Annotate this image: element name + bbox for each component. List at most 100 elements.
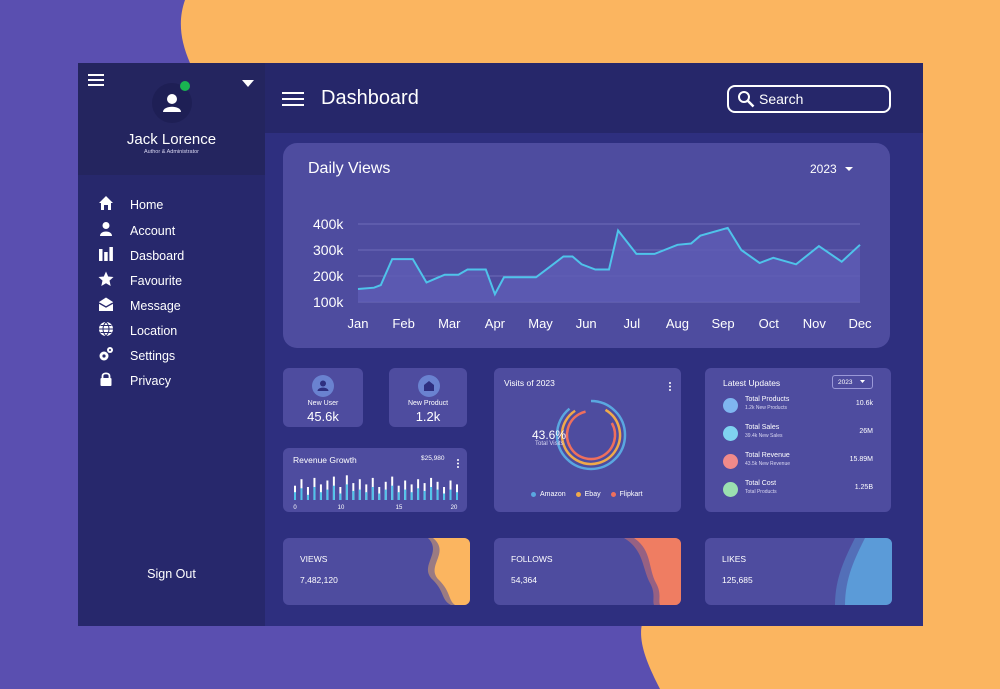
sidebar-item-privacy[interactable]: Privacy bbox=[98, 371, 171, 392]
update-item[interactable]: Total Sales 39.4k New Sales 26M bbox=[705, 424, 891, 448]
update-item[interactable]: Total Products 1.2k New Products 10.6k bbox=[705, 396, 891, 420]
x-tick-label: Oct bbox=[759, 316, 780, 331]
new-user-value: 45.6k bbox=[307, 409, 339, 424]
sidebar-item-favourite[interactable]: Favourite bbox=[98, 271, 182, 291]
sidebar-item-settings[interactable]: Settings bbox=[98, 346, 175, 366]
top-bar: Dashboard Search bbox=[265, 63, 923, 133]
x-tick-label: Apr bbox=[485, 316, 506, 331]
revenue-x-tick: 15 bbox=[396, 505, 403, 511]
x-tick-label: Mar bbox=[438, 316, 461, 331]
sidebar: Jack Lorence Author & Administrator Home… bbox=[78, 63, 265, 626]
new-user-icon bbox=[312, 375, 334, 397]
revenue-bar-fill bbox=[449, 489, 452, 500]
update-item[interactable]: Total Revenue 43.5k New Revenue 15.89M bbox=[705, 452, 891, 476]
sidebar-item-account[interactable]: Account bbox=[98, 221, 175, 242]
visits-card: Visits of 2023 43.6% Total Visits Amazon… bbox=[494, 368, 681, 512]
updates-year-dropdown[interactable]: 2023 bbox=[832, 375, 873, 389]
stat-card-value: 125,685 bbox=[722, 575, 753, 585]
revenue-bar-fill bbox=[313, 487, 316, 500]
lock-icon bbox=[98, 371, 114, 392]
menu-icon[interactable] bbox=[282, 92, 304, 106]
revenue-bar-fill bbox=[319, 492, 322, 500]
sidebar-item-label: Privacy bbox=[130, 374, 171, 388]
stat-card-follows[interactable]: FOLLOWS 54,364 bbox=[494, 538, 681, 605]
search-icon bbox=[737, 90, 755, 108]
revenue-bar-fill bbox=[391, 485, 394, 500]
home-icon bbox=[98, 195, 114, 216]
revenue-bar-fill bbox=[300, 488, 303, 500]
revenue-bar-fill bbox=[365, 492, 368, 500]
y-tick-label: 100k bbox=[313, 294, 344, 310]
update-subtitle: 39.4k New Sales bbox=[745, 433, 783, 439]
new-product-icon bbox=[418, 375, 440, 397]
wallet-icon bbox=[723, 454, 738, 469]
revenue-bar-fill bbox=[397, 492, 400, 500]
sidebar-item-label: Location bbox=[130, 324, 178, 338]
revenue-bar-fill bbox=[443, 493, 446, 500]
revenue-bar-fill bbox=[358, 489, 361, 500]
user-icon bbox=[98, 221, 114, 242]
revenue-bar-fill bbox=[345, 484, 348, 500]
revenue-bar-fill bbox=[306, 494, 309, 500]
sidebar-item-home[interactable]: Home bbox=[98, 195, 163, 216]
new-product-card[interactable]: New Product 1.2k bbox=[389, 368, 467, 427]
x-tick-label: Dec bbox=[848, 316, 872, 331]
revenue-bar-fill bbox=[371, 487, 374, 500]
daily-views-chart: 400k 300k 200k 100k Jan Feb Mar Apr May Jun Jul Aug… bbox=[313, 216, 872, 331]
decorative-wave bbox=[835, 538, 892, 605]
revenue-x-tick: 20 bbox=[451, 505, 458, 511]
stat-card-value: 54,364 bbox=[511, 575, 537, 585]
visits-title: Visits of 2023 bbox=[504, 378, 555, 388]
legend-amazon: Amazon bbox=[531, 491, 566, 498]
box-icon bbox=[723, 398, 738, 413]
dollar-icon bbox=[723, 482, 738, 497]
app-window: Jack Lorence Author & Administrator Home… bbox=[78, 63, 923, 626]
revenue-bar-fill bbox=[436, 489, 439, 500]
x-tick-label: Aug bbox=[666, 316, 689, 331]
sidebar-item-label: Settings bbox=[130, 349, 176, 363]
ring-flipkart bbox=[565, 409, 617, 461]
update-title: Total Products bbox=[745, 396, 790, 403]
year-selector[interactable]: 2023 bbox=[810, 162, 853, 176]
stat-card-views[interactable]: VIEWS 7,482,120 bbox=[283, 538, 470, 605]
revenue-bar-fill bbox=[423, 490, 426, 500]
more-options-icon[interactable] bbox=[456, 455, 460, 468]
more-options-icon[interactable] bbox=[668, 378, 672, 391]
revenue-x-tick: 10 bbox=[338, 505, 345, 511]
chevron-down-icon bbox=[860, 380, 866, 384]
search-input[interactable]: Search bbox=[727, 85, 891, 113]
updates-title: Latest Updates bbox=[723, 378, 781, 388]
revenue-bar bbox=[410, 484, 413, 500]
new-user-card[interactable]: New User 45.6k bbox=[283, 368, 363, 427]
x-tick-label: Jun bbox=[576, 316, 597, 331]
revenue-amount: $25,980 bbox=[421, 455, 445, 462]
revenue-bar bbox=[319, 484, 322, 500]
bar-chart-icon bbox=[98, 246, 114, 267]
visits-ring-chart bbox=[555, 399, 627, 471]
sidebar-item-dashboard[interactable]: Dasboard bbox=[98, 246, 184, 267]
revenue-bar-chart: 0 10 15 20 bbox=[293, 475, 458, 511]
sidebar-menu-icon[interactable] bbox=[88, 73, 104, 87]
profile-dropdown-icon[interactable] bbox=[242, 75, 254, 87]
sidebar-item-label: Dasboard bbox=[130, 249, 185, 263]
x-tick-label: Feb bbox=[392, 316, 414, 331]
update-title: Total Cost bbox=[745, 480, 777, 487]
sign-out-button[interactable]: Sign Out bbox=[147, 567, 196, 581]
online-status-dot bbox=[180, 81, 190, 91]
sidebar-item-message[interactable]: Message bbox=[98, 296, 181, 316]
update-item[interactable]: Total Cost Total Products 1.25B bbox=[705, 480, 891, 504]
year-selector-value: 2023 bbox=[810, 162, 837, 176]
update-title: Total Revenue bbox=[745, 452, 790, 459]
sidebar-item-label: Account bbox=[130, 224, 176, 238]
revenue-bar bbox=[306, 487, 309, 500]
visits-percent: 43.6% bbox=[532, 428, 567, 442]
revenue-title: Revenue Growth bbox=[293, 455, 357, 465]
revenue-bar bbox=[456, 484, 458, 500]
stat-card-label: FOLLOWS bbox=[511, 554, 553, 564]
sidebar-item-location[interactable]: Location bbox=[98, 321, 177, 341]
stat-card-likes[interactable]: LIKES 125,685 bbox=[705, 538, 892, 605]
stat-card-label: LIKES bbox=[722, 554, 747, 564]
sidebar-item-label: Home bbox=[130, 198, 164, 212]
revenue-bar-fill bbox=[339, 493, 342, 500]
update-value: 10.6k bbox=[855, 400, 873, 407]
